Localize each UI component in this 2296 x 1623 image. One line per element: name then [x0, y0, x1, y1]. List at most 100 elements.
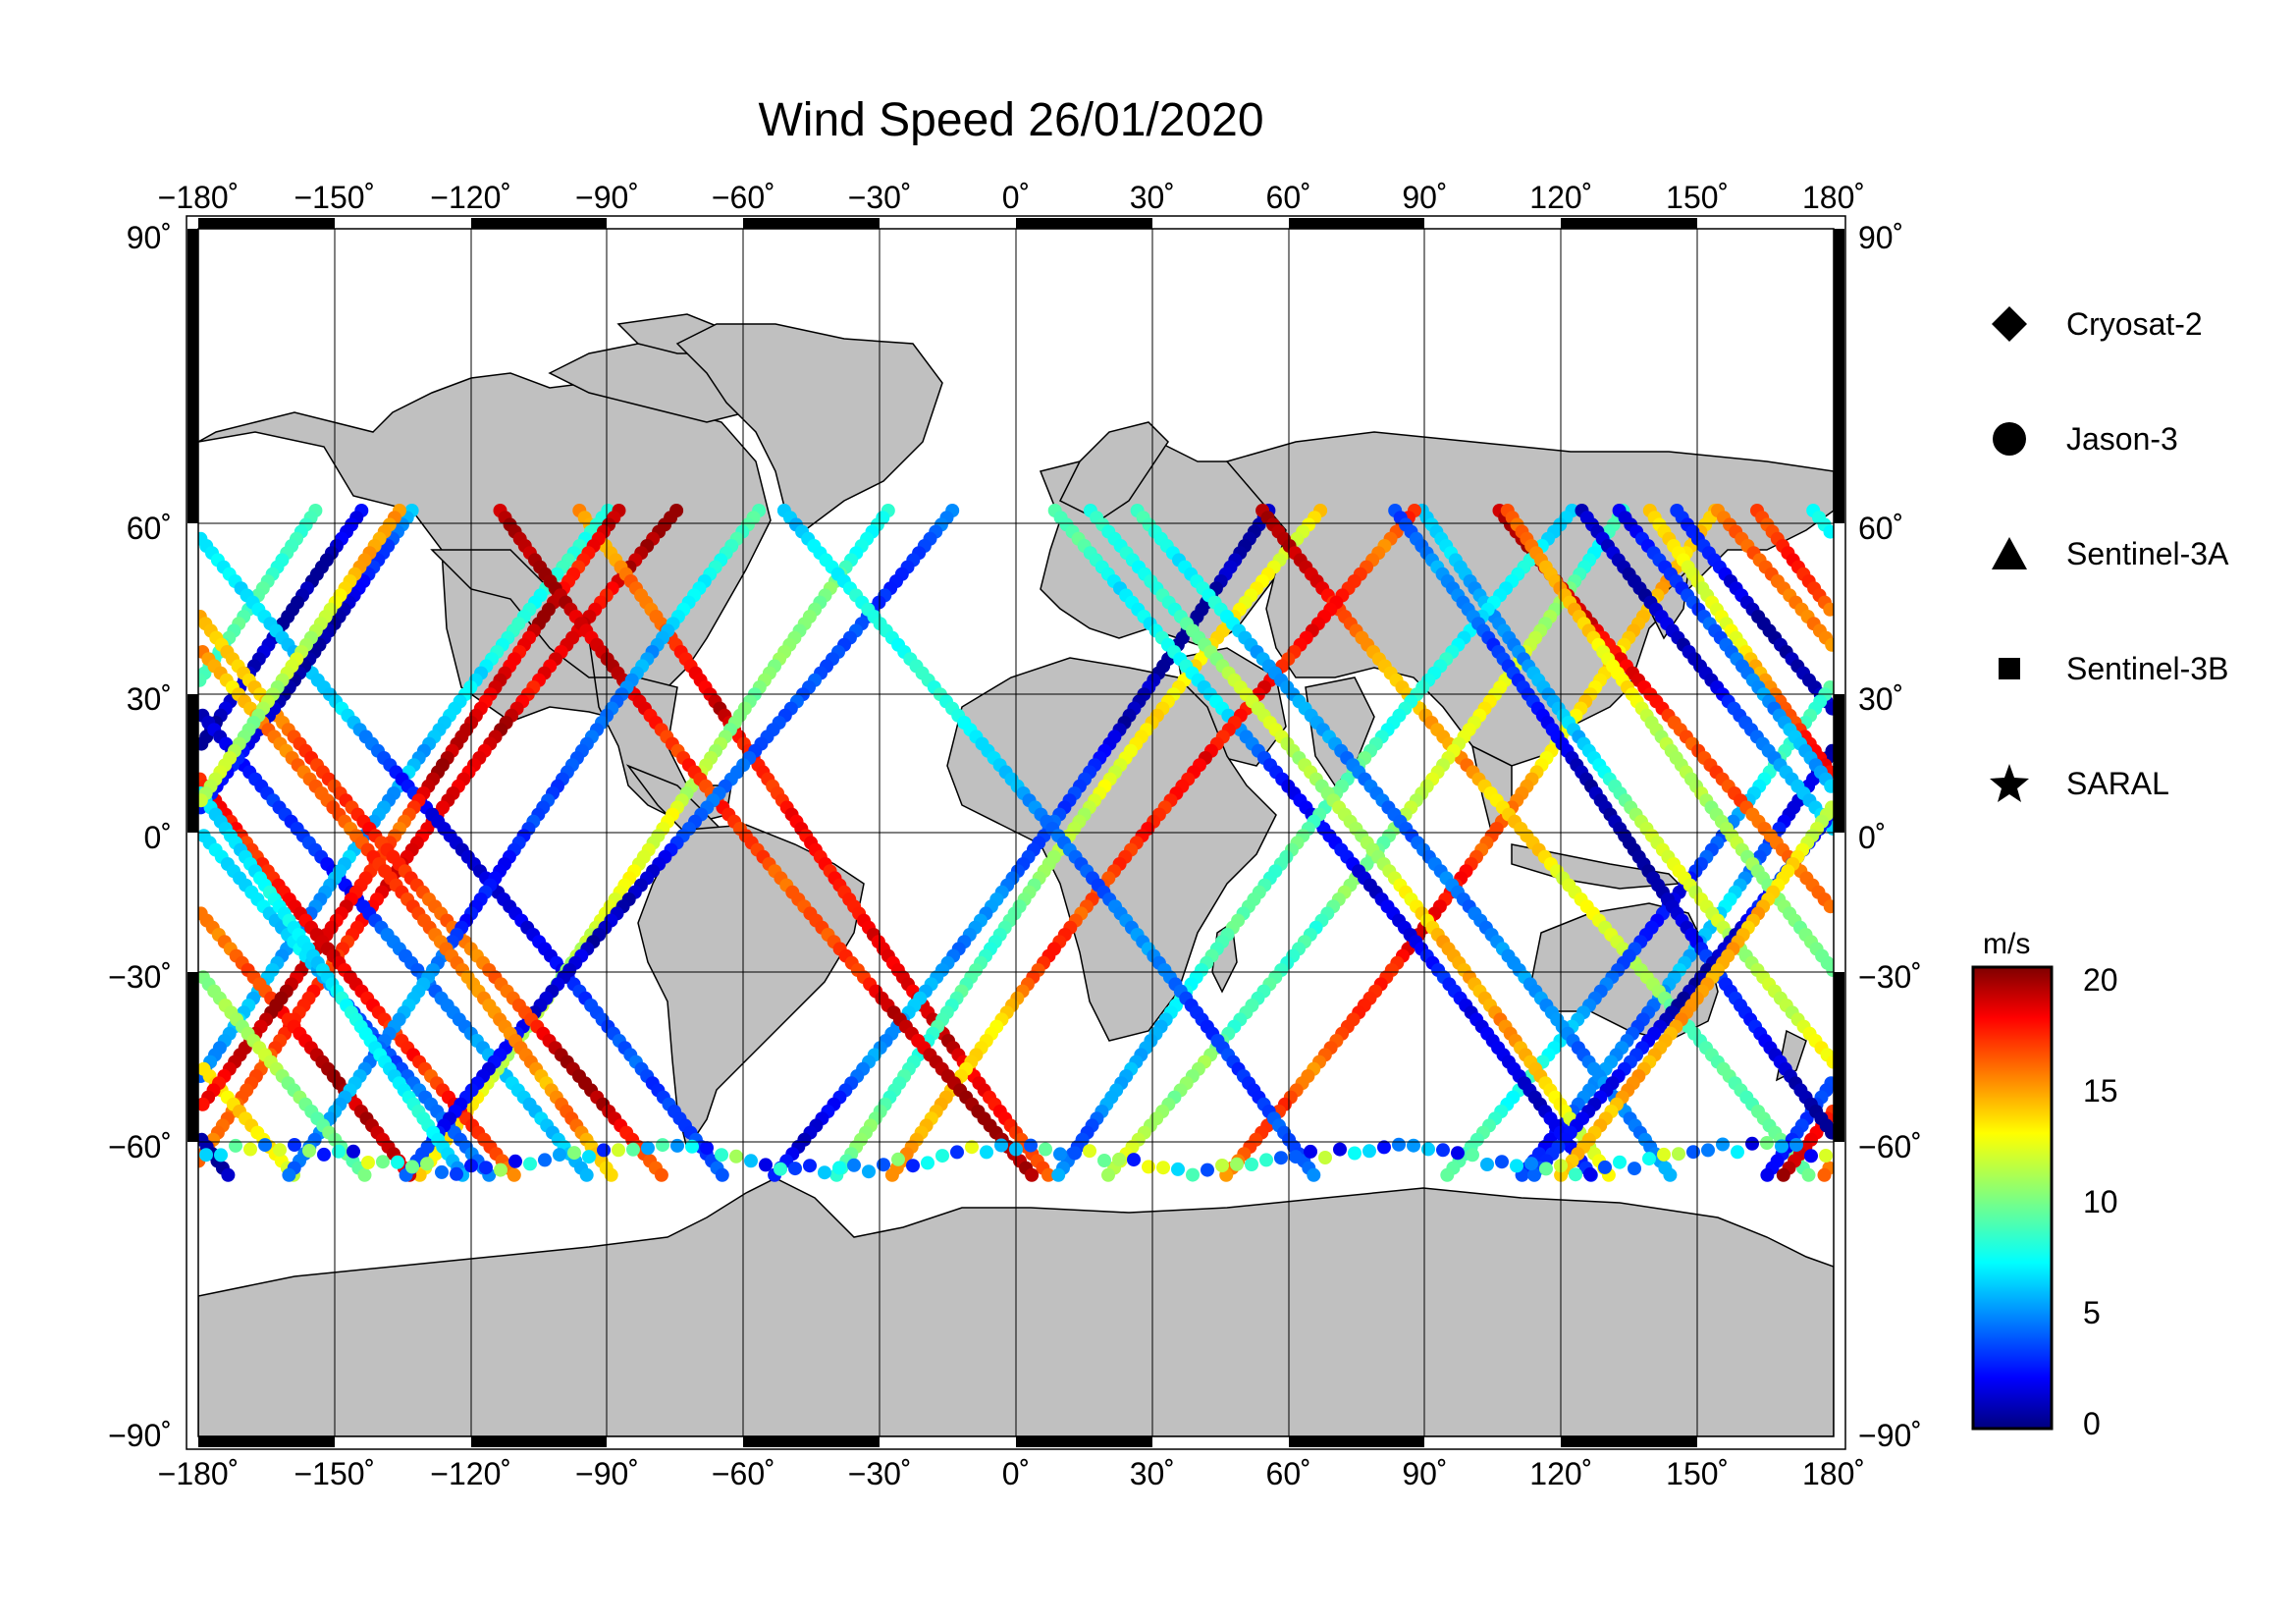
track-point: [1801, 1167, 1816, 1182]
track-point: [1348, 1146, 1362, 1161]
longitude-labels-top: −180˚ −150˚ −120˚ −90˚ −60˚ −30˚ 0˚ 30˚ 60˚ 90˚ 12…: [158, 180, 1865, 215]
latitude-tick-label: 0˚: [144, 820, 172, 855]
track-point: [906, 1159, 920, 1173]
track-point: [214, 1148, 228, 1163]
longitude-tick-label: −180˚: [158, 180, 240, 215]
track-point: [288, 1138, 301, 1152]
track-point: [1657, 1147, 1671, 1162]
track-point: [715, 1148, 728, 1163]
track-point: [199, 1148, 213, 1163]
legend-label: Sentinel-3B: [2066, 650, 2229, 686]
figure-title: Wind Speed 26/01/2020: [758, 94, 1264, 146]
longitude-tick-label: −150˚: [294, 180, 375, 215]
track-point: [1776, 1167, 1790, 1182]
track-point: [1672, 1147, 1685, 1162]
legend-item-cryosat-2: Cryosat-2: [1988, 299, 2203, 349]
track-point: [1186, 1167, 1200, 1182]
track-point: [1377, 1140, 1391, 1155]
track-point: [1598, 1160, 1612, 1174]
longitude-tick-label: 30˚: [1130, 1456, 1175, 1491]
legend-label: Cryosat-2: [2066, 305, 2203, 342]
latitude-tick-label: −90˚: [1858, 1418, 1922, 1453]
track-point: [612, 1143, 625, 1158]
track-point: [317, 1147, 331, 1162]
latitude-tick-label: −30˚: [1858, 959, 1922, 995]
track-point: [685, 1139, 699, 1154]
legend-item-sentinel-3b: Sentinel-3B: [1988, 644, 2228, 693]
track-point: [759, 1158, 773, 1172]
track-point: [391, 1155, 404, 1169]
colorbar-tick-label: 20: [2083, 962, 2118, 998]
track-point: [1245, 1158, 1258, 1171]
latitude-tick-label: 90˚: [1858, 220, 1903, 255]
legend-label: Jason-3: [2066, 420, 2178, 457]
track-point: [1819, 1149, 1833, 1163]
track-point: [1826, 1055, 1834, 1069]
track-point: [1274, 1151, 1288, 1165]
track-point: [1436, 1143, 1450, 1158]
latitude-tick-label: 90˚: [127, 220, 172, 255]
track-point: [1097, 1154, 1111, 1167]
track-point: [1024, 1138, 1038, 1153]
latitude-labels-left: 90˚ 60˚ 30˚ 0˚ −30˚ −60˚ −90˚: [108, 220, 172, 1453]
track-point: [1392, 1137, 1406, 1152]
longitude-tick-label: 120˚: [1529, 180, 1592, 215]
longitude-tick-label: −60˚: [712, 1456, 775, 1491]
track-point: [579, 1167, 594, 1182]
track-point: [1789, 1138, 1803, 1152]
track-point: [1613, 1155, 1627, 1169]
track-point: [1569, 1167, 1582, 1182]
track-point: [1201, 1163, 1214, 1177]
satellite-tracks: [198, 504, 1834, 1182]
track-point: [597, 1143, 611, 1158]
track-point: [1068, 1146, 1082, 1161]
track-point: [567, 1146, 581, 1161]
track-point: [774, 1162, 787, 1176]
track-point: [1583, 1166, 1597, 1181]
graticule-lines: [198, 229, 1834, 1436]
track-point: [1451, 1146, 1465, 1161]
track-point: [1775, 1139, 1789, 1154]
track-point: [435, 1164, 449, 1179]
triangle-icon: [1988, 532, 2031, 575]
track-point: [1127, 1153, 1141, 1167]
track-point: [654, 1167, 668, 1182]
track-point: [1333, 1142, 1347, 1157]
north-america-landmass: [198, 372, 772, 723]
colorbar-tick-label: 0: [2083, 1406, 2101, 1441]
track-point: [1823, 899, 1834, 914]
track-point: [877, 1158, 890, 1172]
track-point: [1025, 1167, 1040, 1182]
track-point: [582, 1150, 596, 1164]
colorbar-tick-label: 10: [2083, 1184, 2118, 1219]
longitude-tick-label: 150˚: [1666, 1456, 1729, 1491]
track-point: [282, 1167, 296, 1182]
legend-item-saral: SARAL: [1988, 759, 2169, 808]
latitude-tick-label: 0˚: [1858, 820, 1886, 855]
track-point: [818, 1165, 831, 1180]
track-point: [1495, 1155, 1509, 1169]
track-point: [1824, 779, 1834, 793]
longitude-tick-label: −90˚: [575, 1456, 639, 1491]
longitude-tick-label: −180˚: [158, 1456, 240, 1491]
track-point: [1539, 1162, 1553, 1176]
latitude-tick-label: 30˚: [1858, 681, 1903, 717]
longitude-tick-label: 90˚: [1402, 180, 1447, 215]
longitude-tick-label: 60˚: [1266, 1456, 1311, 1491]
track-point: [1407, 1138, 1420, 1153]
track-point: [347, 1144, 360, 1159]
track-point: [965, 1140, 979, 1155]
track-point: [258, 1138, 272, 1153]
track-point: [884, 1167, 899, 1182]
track-point: [229, 1138, 242, 1153]
track-point: [994, 1138, 1008, 1153]
track-point: [1466, 1148, 1479, 1163]
track-point: [357, 1167, 372, 1182]
track-point: [847, 1158, 861, 1172]
track-point: [198, 1097, 210, 1111]
square-icon: [1988, 647, 2031, 690]
track-point: [553, 1148, 566, 1163]
track-point: [832, 1161, 846, 1175]
longitude-tick-label: 30˚: [1130, 180, 1175, 215]
